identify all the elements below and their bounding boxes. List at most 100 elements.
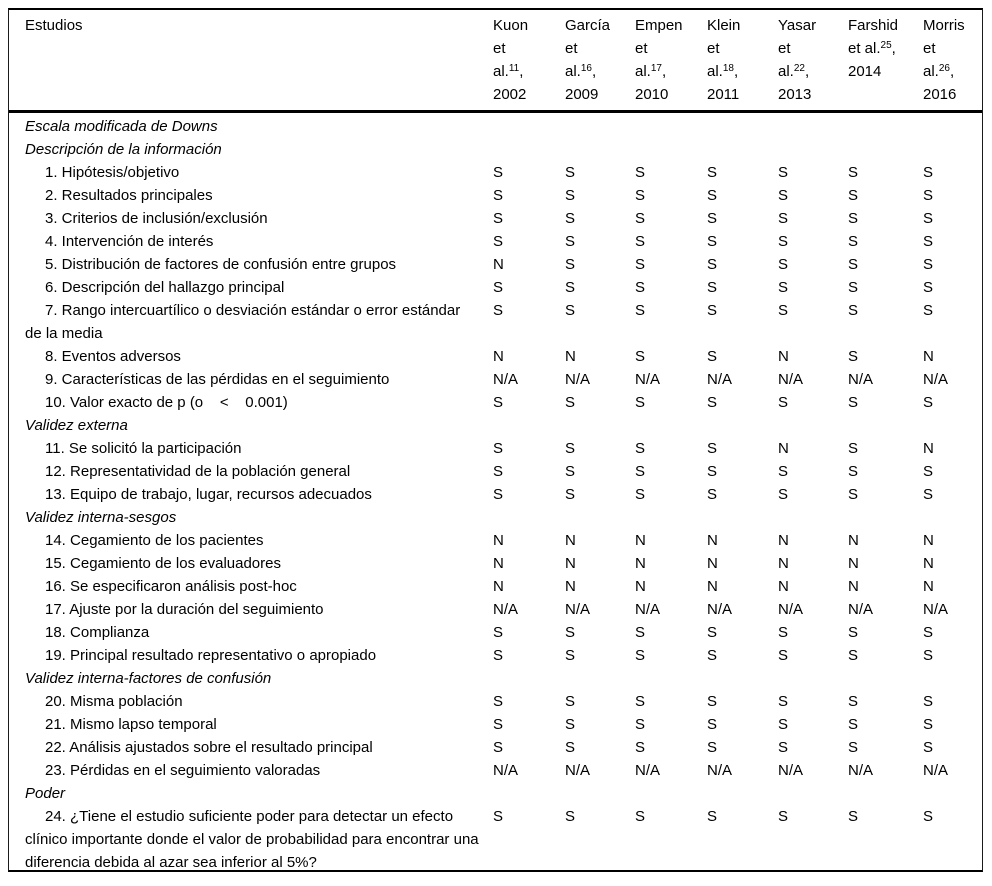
- criterion-label: 4. Intervención de interés: [45, 233, 214, 250]
- rating-cell: S: [707, 394, 718, 411]
- rating-cell: S: [635, 440, 646, 457]
- study-column-header-klein-2011: Klein et al.18, 2011: [707, 14, 778, 106]
- criterion-label: 7. Rango intercuartílico o desviación es…: [25, 302, 461, 342]
- rating-cell: S: [565, 739, 576, 756]
- study-header-line: al.17,: [635, 63, 667, 80]
- section-label: Validez externa: [25, 417, 128, 434]
- rating-cell: S: [778, 808, 789, 825]
- study-header-line: 2010: [635, 86, 669, 103]
- rating-cell: S: [923, 463, 934, 480]
- criterion-label: 8. Eventos adversos: [45, 348, 181, 365]
- rating-cell: N/A: [848, 601, 874, 618]
- criterion-row: 9. Características de las pérdidas en el…: [9, 368, 982, 391]
- rating-cell: S: [707, 440, 718, 457]
- rating-cell: N/A: [493, 601, 519, 618]
- criterion-label: 9. Características de las pérdidas en el…: [45, 371, 390, 388]
- rating-cell: S: [493, 279, 504, 296]
- rating-cell: S: [493, 210, 504, 227]
- rating-cell: N: [848, 532, 859, 549]
- rating-cell: S: [923, 808, 934, 825]
- rating-cell: S: [848, 808, 859, 825]
- section-label: Validez interna-factores de confusión: [25, 670, 272, 687]
- criterion-label: 1. Hipótesis/objetivo: [45, 164, 180, 181]
- rating-cell: S: [493, 233, 504, 250]
- rating-cell: S: [923, 739, 934, 756]
- citation-superscript: 11: [508, 63, 520, 74]
- rating-cell: S: [635, 739, 646, 756]
- rating-cell: S: [493, 808, 504, 825]
- rating-cell: S: [493, 486, 504, 503]
- rating-cell: N: [923, 348, 934, 365]
- rating-cell: S: [848, 486, 859, 503]
- rating-cell: S: [493, 624, 504, 641]
- rating-cell: S: [707, 348, 718, 365]
- quality-assessment-table: Estudios Kuon et al.11, 2002 García et al.16, 2…: [8, 8, 983, 872]
- criterion-row: 17. Ajuste por la duración del seguimien…: [9, 598, 982, 621]
- rating-cell: N/A: [707, 371, 733, 388]
- rating-cell: S: [848, 256, 859, 273]
- rating-cell: S: [565, 624, 576, 641]
- citation-superscript: 18: [722, 63, 734, 74]
- criterion-label: 21. Mismo lapso temporal: [45, 716, 217, 733]
- rating-cell: N/A: [707, 762, 733, 779]
- study-header-line: et: [778, 40, 791, 57]
- study-header-line: al.22,: [778, 63, 810, 80]
- rating-cell: N/A: [923, 371, 949, 388]
- study-header-line: et: [565, 40, 578, 57]
- study-header-line: 2009: [565, 86, 599, 103]
- rating-cell: N/A: [848, 762, 874, 779]
- rating-cell: S: [848, 233, 859, 250]
- rating-cell: S: [707, 233, 718, 250]
- rating-cell: N: [848, 555, 859, 572]
- rating-cell: S: [923, 716, 934, 733]
- section-row: Validez externa: [9, 414, 982, 437]
- rating-cell: S: [565, 647, 576, 664]
- rating-cell: N/A: [707, 601, 733, 618]
- rating-cell: S: [923, 187, 934, 204]
- rating-cell: S: [493, 440, 504, 457]
- rating-cell: S: [707, 739, 718, 756]
- study-header-line: et: [635, 40, 648, 57]
- rating-cell: S: [778, 302, 789, 319]
- study-column-header-morris-2016: Morris et al.26, 2016: [923, 14, 982, 106]
- study-header-line: al.26,: [923, 63, 955, 80]
- rating-cell: S: [923, 279, 934, 296]
- criterion-row: 22. Análisis ajustados sobre el resultad…: [9, 736, 982, 759]
- section-label: Escala modificada de Downs: [25, 118, 218, 135]
- study-header-line: Empen: [635, 17, 683, 34]
- rating-cell: S: [635, 624, 646, 641]
- rating-cell: S: [778, 716, 789, 733]
- criterion-row: 10. Valor exacto de p (o < 0.001) S S S S S S S: [9, 391, 982, 414]
- rating-cell: S: [635, 486, 646, 503]
- rating-cell: N/A: [923, 762, 949, 779]
- rating-cell: S: [493, 739, 504, 756]
- section-label: Validez interna-sesgos: [25, 509, 177, 526]
- rating-cell: S: [848, 302, 859, 319]
- rating-cell: N: [923, 555, 934, 572]
- rating-cell: N: [493, 532, 504, 549]
- rating-cell: S: [635, 302, 646, 319]
- section-row: Validez interna-sesgos: [9, 506, 982, 529]
- rating-cell: S: [635, 164, 646, 181]
- rating-cell: S: [848, 693, 859, 710]
- rating-cell: N: [923, 578, 934, 595]
- rating-cell: S: [493, 716, 504, 733]
- study-header-line: 2016: [923, 86, 957, 103]
- rating-cell: S: [848, 440, 859, 457]
- criterion-label: 12. Representatividad de la población ge…: [45, 463, 351, 480]
- rating-cell: S: [493, 463, 504, 480]
- rating-cell: S: [923, 647, 934, 664]
- criterion-row: 3. Criterios de inclusión/exclusión S S S S S…: [9, 207, 982, 230]
- rating-cell: S: [778, 187, 789, 204]
- rating-cell: N/A: [565, 762, 591, 779]
- rating-cell: S: [635, 256, 646, 273]
- rating-cell: S: [565, 486, 576, 503]
- rating-cell: S: [923, 210, 934, 227]
- table-header-row: Estudios Kuon et al.11, 2002 García et al.16, 2…: [9, 10, 982, 113]
- rating-cell: S: [923, 164, 934, 181]
- rating-cell: S: [778, 164, 789, 181]
- rating-cell: S: [848, 210, 859, 227]
- criterion-label: 23. Pérdidas en el seguimiento valoradas: [45, 762, 321, 779]
- rating-cell: S: [565, 233, 576, 250]
- criterion-row: 1. Hipótesis/objetivo S S S S S S S: [9, 161, 982, 184]
